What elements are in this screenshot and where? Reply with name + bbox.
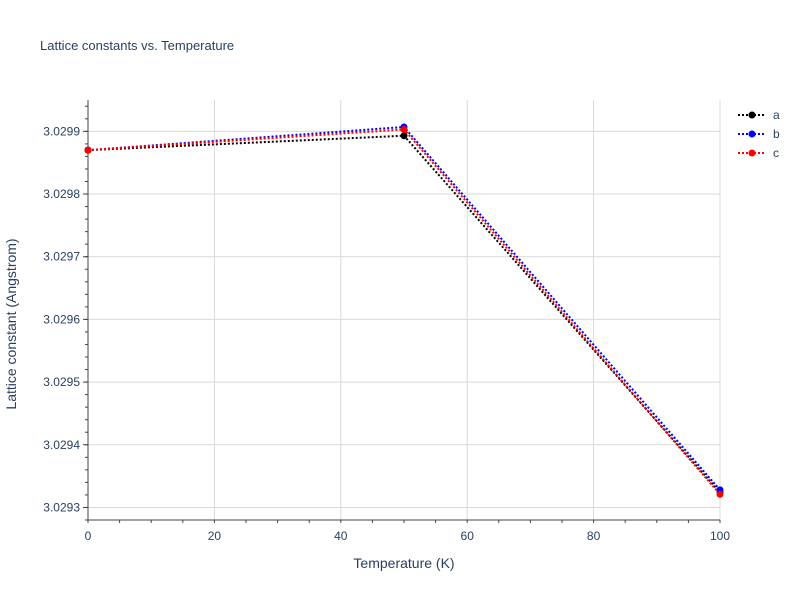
legend-label: b bbox=[773, 127, 780, 141]
y-tick-label: 3.0296 bbox=[43, 312, 80, 326]
data-point-a[interactable] bbox=[400, 132, 408, 140]
legend-item-c[interactable]: c bbox=[738, 146, 779, 160]
grid-lines bbox=[88, 100, 721, 520]
y-tick-label: 3.0295 bbox=[43, 375, 80, 389]
x-tick-label: 80 bbox=[587, 529, 601, 543]
data-point-c[interactable] bbox=[716, 490, 724, 498]
plot-series bbox=[84, 123, 724, 498]
y-tick-label: 3.0294 bbox=[43, 438, 80, 452]
legend-label: a bbox=[773, 108, 780, 122]
y-tick-label: 3.0297 bbox=[43, 250, 80, 264]
x-axis-label: Temperature (K) bbox=[353, 555, 454, 571]
series-c bbox=[84, 125, 724, 498]
data-point-c[interactable] bbox=[84, 146, 92, 154]
legend-item-a[interactable]: a bbox=[738, 108, 780, 122]
series-b bbox=[84, 123, 724, 494]
legend[interactable]: abc bbox=[738, 108, 780, 160]
y-tick-label: 3.0299 bbox=[43, 124, 80, 138]
series-line-c bbox=[87, 128, 721, 495]
series-a bbox=[84, 132, 724, 496]
x-tick-label: 60 bbox=[461, 529, 475, 543]
x-tick-label: 40 bbox=[334, 529, 348, 543]
series-line-b bbox=[87, 125, 721, 491]
legend-marker bbox=[748, 130, 756, 138]
y-axis-label: Lattice constant (Angstrom) bbox=[3, 238, 19, 409]
legend-marker bbox=[748, 149, 756, 157]
legend-item-b[interactable]: b bbox=[738, 127, 780, 141]
axes: 0 20 40 60 80 100 3.0293 3.0294 3.0295 3.0296 3.02… bbox=[43, 100, 730, 543]
y-tick-label: 3.0293 bbox=[43, 500, 80, 514]
y-tick-label: 3.0298 bbox=[43, 187, 80, 201]
x-tick-label: 20 bbox=[208, 529, 222, 543]
x-tick-label: 0 bbox=[85, 529, 92, 543]
legend-label: c bbox=[773, 146, 779, 160]
data-point-c[interactable] bbox=[400, 125, 408, 133]
legend-marker bbox=[748, 111, 756, 119]
series-line-a bbox=[87, 134, 721, 494]
x-tick-label: 100 bbox=[710, 529, 730, 543]
chart-title: Lattice constants vs. Temperature bbox=[40, 38, 234, 53]
